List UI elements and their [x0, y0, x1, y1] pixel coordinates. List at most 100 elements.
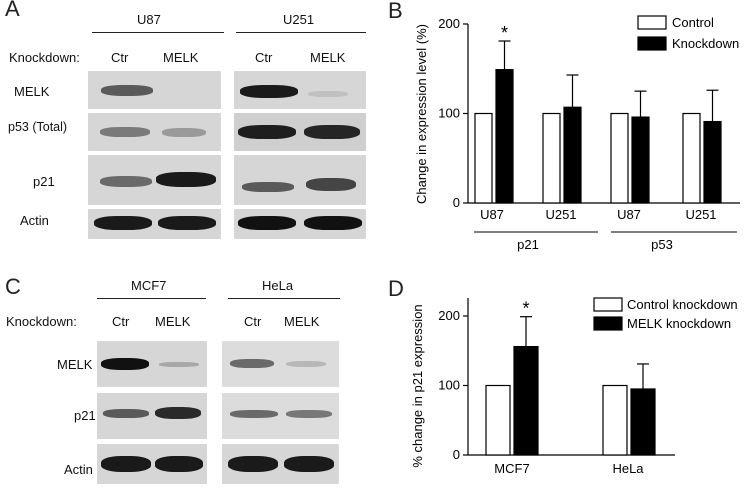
panel-b-xtick: U87: [617, 207, 641, 222]
band: [162, 128, 206, 137]
panel-d-ylabel: % change in p21 expression: [410, 304, 425, 467]
blot-a-p21-u251: [234, 155, 366, 205]
b-ytick-label: 0: [453, 195, 460, 210]
panel-d-legend-melk: MELK knockdown: [627, 316, 731, 331]
band: [238, 216, 296, 230]
band: [100, 127, 150, 137]
band: [242, 182, 294, 192]
panel-b-group-p21: p21: [517, 237, 539, 252]
blot-a-actin-u87: [88, 209, 221, 239]
blot-a-actin-u251: [234, 209, 366, 239]
band: [100, 176, 152, 187]
blot-c-actin-mcf7: [97, 444, 207, 484]
band: [159, 362, 199, 367]
panel-b-xtick: U87: [480, 207, 504, 222]
b-ytick-label: 100: [438, 106, 460, 121]
panel-b-legend-control: Control: [672, 15, 714, 30]
panel-c-hela-ctr: Ctr: [244, 314, 262, 329]
panel-d-letter: D: [388, 276, 404, 301]
panel-c-row-p21: p21: [74, 408, 96, 423]
blot-a-p21-u87: [88, 155, 221, 205]
blot-a-p53-u87: [88, 113, 221, 151]
band: [230, 359, 274, 368]
panel-a-row-actin: Actin: [20, 213, 49, 228]
panel-a-group-u87: U87: [137, 12, 161, 27]
d-bar: [602, 384, 628, 456]
band: [240, 85, 298, 98]
panel-b-group-p53: p53: [651, 237, 673, 252]
band: [101, 85, 153, 96]
band: [156, 172, 216, 187]
blot-a-melk-u251: [234, 71, 366, 109]
band: [103, 409, 149, 418]
panel-a-u251-line: [236, 32, 366, 33]
panel-a-row-p53: p53 (Total): [8, 120, 68, 134]
panel-d-legend-swatch-melk: [593, 316, 623, 331]
blot-c-melk-hela: [222, 341, 339, 387]
b-bar: [610, 112, 629, 204]
band: [308, 91, 348, 97]
panel-d-xtick: HeLa: [612, 461, 644, 476]
panel-c-mcf7-ctr: Ctr: [112, 314, 130, 329]
panel-c-letter: C: [5, 274, 21, 299]
blot-c-melk-mcf7: [97, 341, 207, 387]
panel-b-xtick: U251: [545, 207, 576, 222]
panel-a-knockdown-label: Knockdown:: [9, 50, 80, 65]
d-ytick-label: 200: [438, 308, 460, 323]
panel-c-row-melk: MELK: [57, 357, 93, 372]
panel-a-row-p21: p21: [33, 174, 55, 189]
blot-c-p21-hela: [222, 393, 339, 439]
blot-a-p53-u251: [234, 113, 366, 151]
band: [306, 178, 356, 191]
band: [286, 361, 326, 367]
band: [155, 407, 201, 419]
b-ytick-label: 200: [438, 16, 460, 31]
band: [94, 216, 152, 230]
panel-a-u87-line: [92, 32, 224, 33]
panel-b-legend-swatch-knockdown: [637, 36, 667, 51]
band: [304, 125, 360, 139]
panel-c-row-actin: Actin: [64, 462, 93, 477]
b-significance-star: *: [501, 23, 508, 43]
panel-a-group-u251: U251: [283, 12, 315, 27]
d-ytick-label: 0: [453, 447, 460, 462]
b-bar: [495, 69, 514, 204]
panel-a-u251-melk: MELK: [310, 50, 346, 65]
d-significance-star: *: [522, 299, 529, 319]
b-bar: [474, 112, 493, 204]
panel-b-letter: B: [388, 0, 403, 23]
panel-a-u251-ctr: Ctr: [255, 50, 273, 65]
panel-b-ylabel: Change in expression level (%): [414, 24, 429, 204]
b-bar: [542, 112, 561, 204]
panel-c-group-hela: HeLa: [262, 278, 294, 293]
panel-b-xtick: U251: [685, 207, 716, 222]
d-bar: [630, 388, 656, 456]
band: [284, 456, 334, 472]
d-bar: [485, 384, 511, 456]
b-bar: [682, 112, 701, 204]
panel-b-legend-swatch-control: [637, 15, 667, 30]
panel-a-row-melk: MELK: [14, 84, 50, 99]
d-bar: [513, 345, 539, 456]
b-bar: [563, 106, 582, 204]
blot-c-p21-mcf7: [97, 393, 207, 439]
band: [238, 125, 296, 139]
band: [230, 410, 278, 418]
d-ytick-label: 100: [438, 378, 460, 393]
panel-d-legend-swatch-control: [593, 297, 623, 312]
band: [304, 216, 362, 230]
band: [155, 456, 203, 472]
band: [228, 456, 278, 472]
band: [101, 456, 151, 472]
panel-a-u87-melk: MELK: [163, 50, 199, 65]
panel-d-xtick: MCF7: [494, 461, 529, 476]
panel-a-u87-ctr: Ctr: [111, 50, 129, 65]
panel-c-mcf7-melk: MELK: [155, 314, 191, 329]
b-bar: [703, 120, 722, 204]
blot-c-actin-hela: [222, 444, 339, 484]
band: [101, 358, 149, 370]
panel-c-hela-melk: MELK: [284, 314, 320, 329]
panel-c-group-mcf7: MCF7: [131, 278, 167, 293]
panel-c-mcf7-line: [97, 298, 206, 299]
